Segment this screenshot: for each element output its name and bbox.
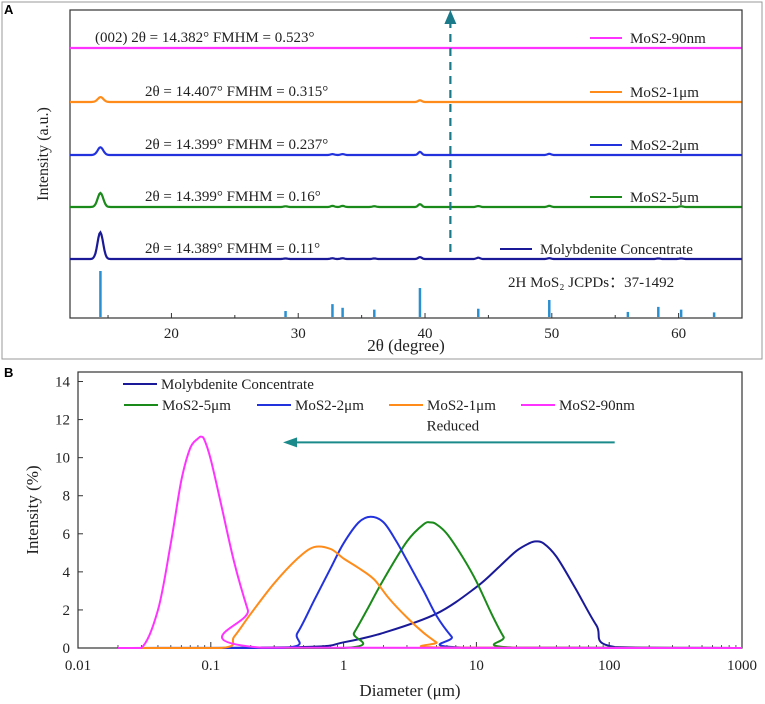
x-tick-label: 20 — [164, 326, 179, 342]
x-tick-label: 40 — [418, 326, 433, 342]
x-tick-label: 0.1 — [201, 658, 220, 674]
xrd-series-line-2 — [70, 146, 742, 157]
x-tick-label: 30 — [291, 326, 306, 342]
peak-annotation-2: 2θ = 14.399° FMHM = 0.237° — [145, 137, 328, 153]
legend-label-2: MoS2-2μm — [630, 138, 699, 154]
legend-label-4: Molybdenite Concentrate — [540, 242, 693, 258]
x-tick-label: 1 — [340, 658, 348, 674]
legend-label-0: MoS2-90nm — [630, 31, 706, 47]
legend-label-4: MoS2-90nm — [559, 398, 635, 414]
legend-label-2: MoS2-2μm — [295, 398, 364, 414]
y-tick-label: 12 — [55, 413, 70, 429]
size-series-line-3 — [118, 545, 743, 649]
y-tick-label: 10 — [55, 451, 70, 467]
legend-label-3: MoS2-5μm — [630, 190, 699, 206]
y-tick-label: 4 — [63, 565, 71, 581]
size-series-line-2 — [118, 515, 743, 650]
peak-annotation-0: (002) 2θ = 14.382° FMHM = 0.523° — [95, 30, 314, 46]
reduced-label: Reduced — [427, 418, 480, 434]
xrd-chart: 20 30 40 50 60 2θ (degree) Intensity (a.u.) (00… — [35, 9, 743, 355]
xrd-series-line-3 — [70, 191, 742, 209]
reduced-arrow-head — [283, 437, 298, 448]
legend-label-3: MoS2-1μm — [427, 398, 496, 414]
y-tick-label: 14 — [55, 375, 71, 391]
arrow-head — [444, 10, 457, 24]
panel-b-letter: B — [4, 365, 13, 380]
y-axis-label: Intensity (a.u.) — [35, 107, 52, 201]
y-tick-label: 2 — [63, 603, 71, 619]
xrd-series-line-4 — [70, 230, 742, 261]
reference-label: 2H MoS₂ JCPDs：37-1492 — [508, 275, 674, 291]
x-tick-label: 1000 — [727, 658, 757, 674]
size-series-line-4 — [118, 435, 743, 649]
legend-label-1: MoS2-5μm — [162, 398, 231, 414]
y-axis-label: Intensity (%) — [23, 465, 42, 554]
peak-annotation-4: 2θ = 14.389° FMHM = 0.11° — [145, 241, 320, 257]
x-tick-label: 100 — [598, 658, 621, 674]
particle-size-chart: 0 2 4 6 8 10 12 14 0.01 0.1 1 10 100 1000 Diameter (μm… — [23, 371, 757, 700]
x-axis-label: Diameter (μm) — [359, 681, 460, 700]
x-tick-label: 0.01 — [65, 658, 91, 674]
y-tick-label: 0 — [63, 641, 71, 657]
legend-label-1: MoS2-1μm — [630, 85, 699, 101]
x-tick-label: 50 — [544, 326, 559, 342]
x-axis-label: 2θ (degree) — [367, 336, 445, 355]
x-tick-label: 10 — [469, 658, 484, 674]
peak-annotation-1: 2θ = 14.407° FMHM = 0.315° — [145, 84, 328, 100]
panel-a-border — [1, 1, 763, 360]
size-series-line-0 — [117, 540, 743, 649]
xrd-series-line-1 — [70, 95, 742, 104]
legend-label-0: Molybdenite Concentrate — [161, 377, 314, 393]
size-series-line-1 — [118, 521, 743, 649]
y-tick-label: 6 — [63, 527, 71, 543]
y-tick-label: 8 — [63, 489, 71, 505]
peak-annotation-3: 2θ = 14.399° FMHM = 0.16° — [145, 189, 321, 205]
x-tick-label: 60 — [671, 326, 686, 342]
panel-a-letter: A — [4, 2, 14, 17]
plot-frame — [69, 9, 743, 319]
